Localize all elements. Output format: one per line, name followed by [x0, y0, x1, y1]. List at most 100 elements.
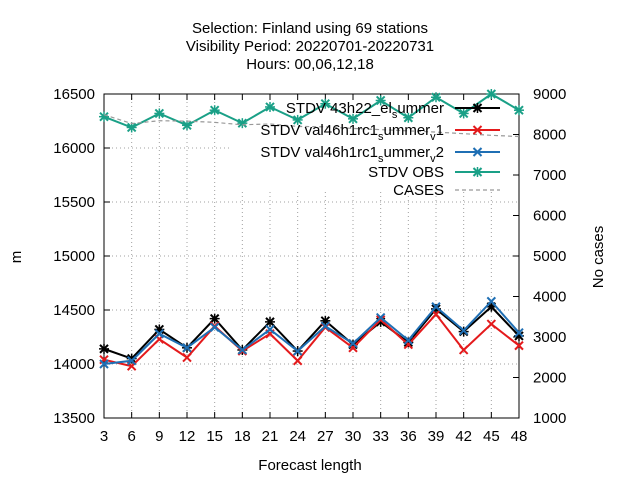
series-stdv-val46h1rc1-summer-v1 [99, 309, 524, 371]
point-stdv-val46h1rc1-summer-v2-27 [320, 321, 331, 331]
x-tick-label-42: 42 [455, 428, 472, 445]
x-tick-label-21: 21 [262, 428, 279, 445]
point-stdv-obs-33 [375, 95, 386, 106]
point-stdv-val46h1rc1-summer-v2-12 [182, 343, 192, 353]
y-tick-label-16000: 16000 [53, 140, 95, 157]
legend-label-stdv-val46h1rc1-summer-v2: STDV val46h1rc1summerv2 [260, 144, 444, 165]
series-layer [99, 89, 524, 371]
y2-axis-label: No cases [590, 226, 607, 289]
point-stdv-val46h1rc1-summer-v2-33 [375, 312, 386, 323]
y2-tick-label-1000: 1000 [533, 410, 566, 427]
legend-entry-stdv-obs: STDV OBS [368, 164, 500, 181]
point-stdv-val46h1rc1-summer-v2-45 [486, 296, 497, 307]
x-tick-label-27: 27 [317, 428, 334, 445]
series-stdv-val46h1rc1-summer-v2 [99, 296, 524, 369]
point-stdv-val46h1rc1-summer-v1-45 [486, 319, 497, 329]
legend-marker-stdv-val46h1rc1-summer-v1 [472, 125, 483, 135]
legend-entry-stdv-43h22-el-summer: STDV 43h22_elsummer [286, 100, 500, 121]
series-line-stdv-obs [103, 92, 520, 129]
point-stdv-val46h1rc1-summer-v2-15 [209, 322, 220, 332]
point-stdv-obs-3 [99, 111, 109, 122]
point-stdv-val46h1rc1-summer-v2-48 [514, 327, 524, 338]
legend-marker-stdv-43h22-el-summer [472, 103, 483, 113]
point-stdv-val46h1rc1-summer-v1-12 [182, 352, 192, 363]
y-tick-label-15000: 15000 [53, 248, 95, 265]
axes: 3 6 9 12 15 18 21 24 27 30 33 36 39 42 45 4813500140001… [53, 86, 566, 445]
legend-entry-stdv-val46h1rc1-summer-v2: STDV val46h1rc1summerv2 [260, 144, 500, 165]
y2-tick-label-8000: 8000 [533, 127, 566, 144]
point-stdv-val46h1rc1-summer-v1-39 [431, 309, 441, 320]
y-axis-label: m [8, 251, 25, 264]
x-tick-label-30: 30 [345, 428, 362, 445]
point-stdv-obs-18 [237, 118, 248, 129]
legend-label-cases: CASES [393, 182, 444, 199]
y-tick-label-16500: 16500 [53, 86, 95, 103]
point-stdv-43h22-el-summer-21 [265, 316, 275, 327]
point-stdv-obs-24 [292, 114, 303, 125]
point-stdv-val46h1rc1-summer-v2-3 [99, 359, 109, 369]
point-stdv-obs-39 [431, 92, 441, 103]
point-stdv-val46h1rc1-summer-v1-24 [292, 356, 303, 366]
title-line-2: Visibility Period: 20220701-20220731 [186, 38, 434, 55]
series-line-stdv-43h22-el-summer [103, 305, 520, 360]
point-stdv-obs-36 [403, 112, 414, 123]
x-tick-label-48: 48 [511, 428, 528, 445]
x-tick-label-6: 6 [127, 428, 135, 445]
grid [104, 94, 519, 418]
series-line-cases [103, 114, 520, 138]
series-line-stdv-val46h1rc1-summer-v1 [103, 312, 520, 368]
y2-tick-label-9000: 9000 [533, 86, 566, 103]
point-stdv-val46h1rc1-summer-v1-42 [458, 345, 469, 355]
title-line-3: Hours: 00,06,12,18 [246, 56, 374, 73]
point-stdv-val46h1rc1-summer-v1-48 [514, 340, 524, 351]
x-tick-label-36: 36 [400, 428, 417, 445]
point-stdv-43h22-el-summer-3 [99, 343, 109, 354]
y2-tick-label-7000: 7000 [533, 167, 566, 184]
chart-title: Selection: Finland using 69 stations Vis… [186, 20, 434, 73]
legend-marker-stdv-obs [472, 167, 483, 177]
point-stdv-val46h1rc1-summer-v2-42 [458, 325, 469, 336]
legend-entry-stdv-val46h1rc1-summer-v1: STDV val46h1rc1summerv1 [260, 122, 500, 143]
point-stdv-obs-21 [265, 101, 275, 112]
y-tick-label-13500: 13500 [53, 410, 95, 427]
point-stdv-obs-42 [458, 108, 469, 119]
point-stdv-obs-48 [514, 105, 524, 116]
point-stdv-val46h1rc1-summer-v2-24 [292, 346, 303, 356]
legend-entry-cases: CASES [393, 182, 500, 199]
point-stdv-43h22-el-summer-15 [209, 313, 220, 324]
legend-label-stdv-val46h1rc1-summer-v1: STDV val46h1rc1summerv1 [260, 122, 444, 143]
legend-marker-stdv-val46h1rc1-summer-v2 [472, 147, 483, 157]
point-stdv-val46h1rc1-summer-v2-21 [265, 324, 275, 335]
point-stdv-obs-15 [209, 105, 220, 116]
point-stdv-obs-45 [486, 89, 497, 99]
point-stdv-obs-12 [182, 120, 192, 131]
y-tick-label-14500: 14500 [53, 302, 95, 319]
y2-tick-label-2000: 2000 [533, 370, 566, 387]
title-line-1: Selection: Finland using 69 stations [192, 20, 428, 37]
point-stdv-val46h1rc1-summer-v2-36 [403, 335, 414, 345]
point-stdv-val46h1rc1-summer-v1-33 [375, 315, 386, 325]
x-tick-label-18: 18 [234, 428, 251, 445]
point-stdv-val46h1rc1-summer-v2-9 [154, 329, 165, 339]
point-stdv-val46h1rc1-summer-v2-39 [431, 302, 441, 312]
y-tick-label-15500: 15500 [53, 194, 95, 211]
point-stdv-val46h1rc1-summer-v2-30 [348, 338, 358, 349]
y2-tick-label-5000: 5000 [533, 248, 566, 265]
x-tick-label-33: 33 [372, 428, 389, 445]
x-tick-label-39: 39 [428, 428, 445, 445]
x-tick-label-12: 12 [179, 428, 196, 445]
y2-tick-label-3000: 3000 [533, 329, 566, 346]
y2-tick-label-6000: 6000 [533, 208, 566, 225]
point-stdv-val46h1rc1-summer-v2-6 [126, 356, 137, 366]
legend-label-stdv-obs: STDV OBS [368, 164, 444, 181]
x-tick-label-15: 15 [206, 428, 223, 445]
point-stdv-obs-27 [320, 98, 331, 109]
x-tick-label-3: 3 [100, 428, 108, 445]
point-stdv-obs-9 [154, 108, 165, 119]
series-line-stdv-val46h1rc1-summer-v2 [103, 299, 520, 365]
y-tick-label-14000: 14000 [53, 356, 95, 373]
series-cases [103, 114, 520, 138]
series-stdv-obs [99, 89, 524, 133]
